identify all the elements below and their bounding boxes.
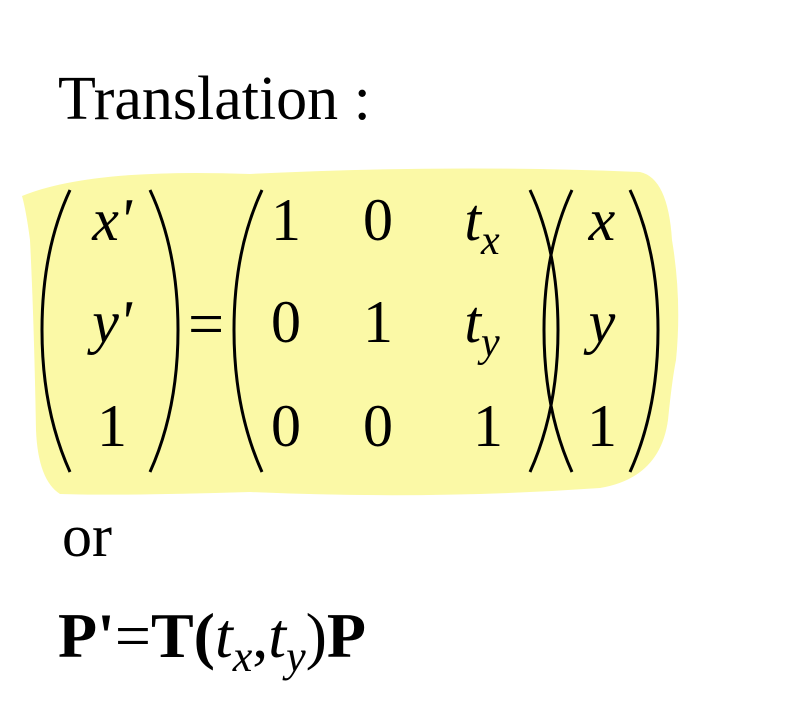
formula-tx-subscript: x [232,632,253,681]
formula-ty-subscript: y [286,632,306,681]
highlight-shape [22,168,679,496]
lhs-left-paren [40,189,72,473]
matrix-r3c1: 0 [271,393,301,459]
formula-p: P [326,600,366,671]
matrix-r1c3: tx [464,187,499,262]
matrix-r3c3: 1 [473,393,503,459]
matrix-r1c3-base: t [464,187,482,253]
compact-formula: P'=T(tx,ty)P [58,604,366,679]
formula-equals: = [114,600,151,671]
lhs-right-paren [148,189,180,473]
rhs-entry-y: y [588,289,616,355]
matrix-r3c2: 0 [363,393,393,459]
matrix-r1c3-subscript: x [481,218,500,264]
formula-comma: , [252,600,269,671]
matrix-r2c3: ty [464,289,499,364]
matrix-right-paren [528,189,560,473]
rhs-entry-x: x [588,187,616,253]
or-text: or [62,503,112,569]
matrix-left-paren [232,189,264,473]
formula-tx-base: t [214,600,233,671]
slide-heading: Translation : [58,65,371,133]
lhs-entry-x-prime: x' [92,187,132,253]
rhs-entry-one: 1 [587,393,617,459]
formula-t-operator: T( [150,600,215,671]
formula-p-prime: P' [58,600,115,671]
matrix-r1c2: 0 [363,187,393,253]
equals-sign: = [187,288,225,359]
lhs-entry-y-prime: y' [92,289,132,355]
formula-ty-base: t [268,600,287,671]
rhs-left-paren [542,189,574,473]
matrix-r2c3-base: t [464,289,482,355]
rhs-right-paren [628,189,660,473]
matrix-r2c1: 0 [271,289,301,355]
matrix-r2c3-subscript: y [481,320,500,366]
matrix-r1c1: 1 [271,187,301,253]
lhs-entry-one: 1 [97,393,127,459]
formula-close-paren: ) [305,600,327,671]
matrix-r2c2: 1 [363,289,393,355]
